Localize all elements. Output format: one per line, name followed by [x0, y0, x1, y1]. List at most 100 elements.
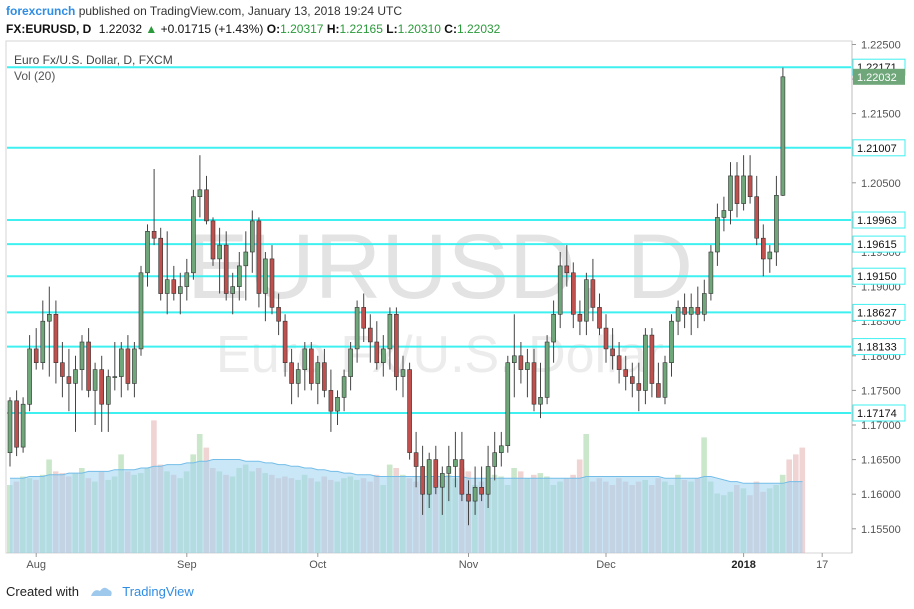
volume-ma-line — [10, 459, 803, 484]
candle-body — [46, 313, 52, 322]
candle — [708, 245, 714, 301]
chart-title: Euro Fx/U.S. Dollar, D, FXCM — [14, 53, 173, 67]
candle-body — [505, 362, 511, 447]
candle — [164, 231, 170, 315]
published-text: published on TradingView.com, January 13… — [78, 4, 403, 18]
candle-body — [60, 362, 65, 377]
last-price-label-box — [853, 68, 905, 85]
candle — [145, 224, 150, 287]
candle — [60, 342, 65, 398]
candle-body — [348, 348, 353, 377]
candle — [741, 155, 746, 211]
candle — [728, 162, 733, 225]
candle-body — [341, 376, 347, 398]
candle-body — [584, 279, 589, 322]
candle — [276, 293, 281, 336]
level-label: 1.21007 — [857, 143, 897, 155]
candle — [178, 272, 183, 315]
candle-body — [250, 220, 255, 253]
candle — [282, 314, 288, 377]
candle-body — [33, 348, 39, 363]
candle — [459, 431, 465, 502]
candle — [577, 300, 583, 336]
level-label: 1.17174 — [857, 408, 897, 420]
candle-body — [171, 279, 177, 294]
time-axis[interactable]: Aug Sep Oct Nov Dec 2018 17 — [26, 553, 828, 571]
candle — [721, 196, 727, 232]
candle — [184, 258, 190, 301]
candle-body — [302, 348, 308, 370]
close-label: C: — [444, 22, 457, 36]
tradingview-brand-link[interactable]: TradingView — [122, 584, 194, 599]
x-tick-label: Sep — [177, 559, 197, 571]
candle-body — [92, 369, 98, 391]
candle-body — [53, 313, 59, 363]
author-link[interactable]: forexcrunch — [6, 4, 76, 18]
candle-body — [197, 189, 203, 198]
candle — [413, 431, 419, 488]
candle-body — [577, 313, 583, 322]
candle-body — [485, 466, 491, 495]
candle-body — [597, 307, 602, 329]
y-tick-label: 1.16500 — [861, 455, 901, 467]
candle-body — [767, 251, 773, 260]
candle-body — [715, 217, 720, 253]
candle-body — [426, 459, 432, 495]
candle — [269, 245, 275, 315]
candle — [46, 286, 52, 377]
candle-body — [79, 341, 85, 371]
candle-body — [701, 293, 707, 315]
candle — [544, 335, 550, 405]
candle-body — [734, 175, 740, 204]
candle — [767, 245, 773, 273]
close-value: 1.22032 — [456, 22, 501, 36]
change-value: +0.01715 (+1.43%) — [160, 22, 264, 36]
x-tick-label: Aug — [26, 559, 46, 571]
candle — [335, 390, 340, 425]
candle-body — [564, 265, 570, 274]
candle-body — [407, 369, 412, 453]
candle-body — [590, 279, 596, 308]
candle-body — [623, 369, 629, 377]
candle — [132, 342, 137, 398]
candle — [138, 265, 144, 356]
candle — [250, 210, 255, 273]
candle — [780, 67, 786, 196]
candle-body — [204, 189, 209, 222]
candle-body — [210, 220, 216, 260]
candle-body — [20, 403, 26, 448]
candle — [322, 348, 327, 398]
candle-body — [308, 348, 314, 384]
candle — [7, 397, 13, 467]
candle — [99, 355, 104, 432]
candle — [40, 300, 46, 370]
candle — [774, 175, 779, 266]
volume-bar — [7, 485, 13, 553]
candle-body — [570, 272, 576, 315]
candle — [518, 342, 524, 384]
candle — [106, 369, 111, 432]
candle — [695, 286, 701, 329]
candle — [584, 272, 589, 336]
candle-body — [354, 307, 360, 350]
tradingview-logo-icon — [90, 587, 112, 596]
candle — [511, 314, 517, 398]
candle-body — [433, 459, 439, 488]
candle — [348, 342, 353, 391]
candles — [7, 67, 786, 526]
candle-body — [125, 348, 131, 384]
candle — [649, 328, 655, 398]
price-axis[interactable]: 1.225001.220001.215001.210001.205001.200… — [852, 40, 901, 536]
candle-body — [230, 286, 235, 294]
x-tick-label: 17 — [816, 559, 828, 571]
candle — [230, 272, 235, 315]
candle — [472, 466, 478, 515]
up-arrow-icon: ▲ — [145, 22, 158, 36]
candle — [701, 279, 707, 322]
candle — [734, 162, 740, 218]
candle-body — [263, 258, 268, 294]
candle — [341, 369, 347, 412]
candle-body — [27, 348, 32, 405]
y-tick-label: 1.17500 — [861, 385, 901, 397]
